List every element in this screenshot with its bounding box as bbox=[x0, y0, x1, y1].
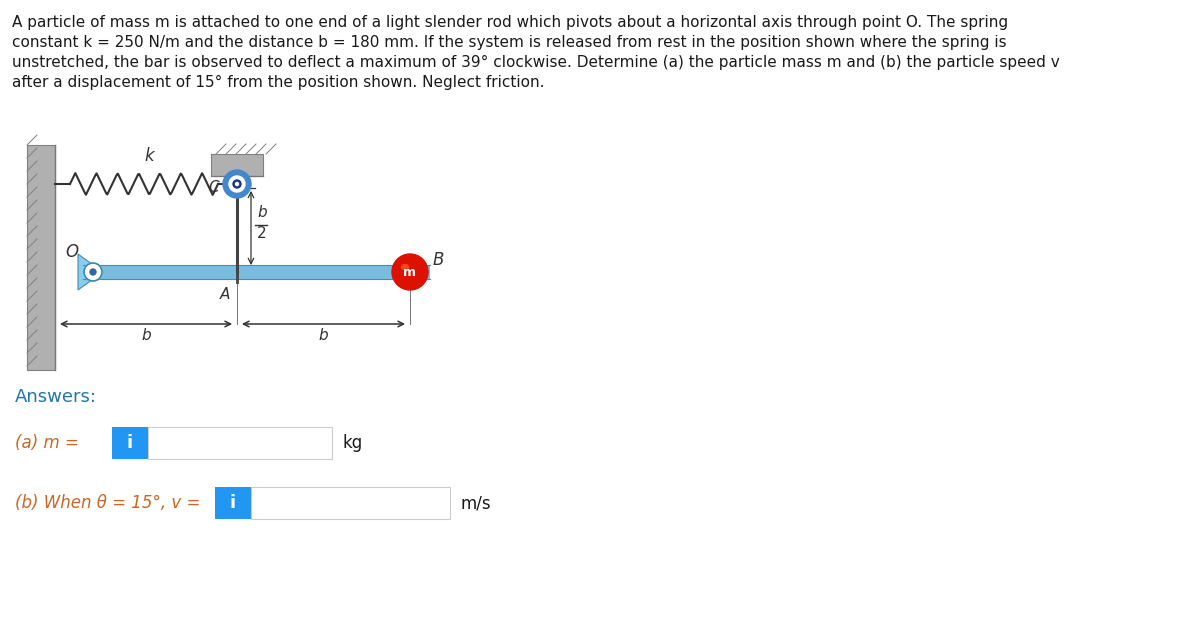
Text: 2: 2 bbox=[257, 226, 266, 241]
Circle shape bbox=[233, 180, 241, 188]
Text: A: A bbox=[220, 287, 231, 302]
Bar bbox=[83, 265, 430, 279]
Polygon shape bbox=[78, 254, 103, 290]
Text: after a displacement of 15° from the position shown. Neglect friction.: after a displacement of 15° from the pos… bbox=[12, 75, 545, 90]
Text: C: C bbox=[208, 179, 219, 194]
Text: i: i bbox=[127, 434, 133, 452]
Text: (b) When θ = 15°, v =: (b) When θ = 15°, v = bbox=[15, 494, 206, 512]
Text: b: b bbox=[257, 205, 266, 220]
Bar bbox=[251, 487, 449, 519]
Text: Answers:: Answers: bbox=[15, 388, 97, 406]
Bar bbox=[27, 145, 55, 370]
Text: unstretched, the bar is observed to deflect a maximum of 39° clockwise. Determin: unstretched, the bar is observed to defl… bbox=[12, 55, 1059, 70]
Circle shape bbox=[229, 176, 245, 192]
Text: m/s: m/s bbox=[460, 494, 491, 512]
Bar bbox=[215, 487, 251, 519]
Text: b: b bbox=[319, 328, 328, 343]
Circle shape bbox=[392, 254, 428, 290]
Bar bbox=[147, 427, 332, 459]
Bar bbox=[112, 427, 147, 459]
Text: m: m bbox=[403, 266, 416, 279]
Circle shape bbox=[235, 183, 239, 186]
Text: k: k bbox=[144, 147, 153, 165]
Text: A particle of mass m is attached to one end of a light slender rod which pivots : A particle of mass m is attached to one … bbox=[12, 15, 1008, 30]
Circle shape bbox=[90, 269, 96, 275]
Text: kg: kg bbox=[342, 434, 363, 452]
Text: b: b bbox=[141, 328, 151, 343]
Bar bbox=[210, 154, 263, 176]
Ellipse shape bbox=[402, 265, 409, 270]
Text: i: i bbox=[229, 494, 237, 512]
Text: (a) m =: (a) m = bbox=[15, 434, 84, 452]
Circle shape bbox=[84, 263, 102, 281]
Text: O: O bbox=[65, 243, 78, 261]
Text: B: B bbox=[433, 251, 445, 269]
Text: constant k = 250 N/m and the distance b = 180 mm. If the system is released from: constant k = 250 N/m and the distance b … bbox=[12, 35, 1007, 50]
Circle shape bbox=[224, 170, 251, 198]
